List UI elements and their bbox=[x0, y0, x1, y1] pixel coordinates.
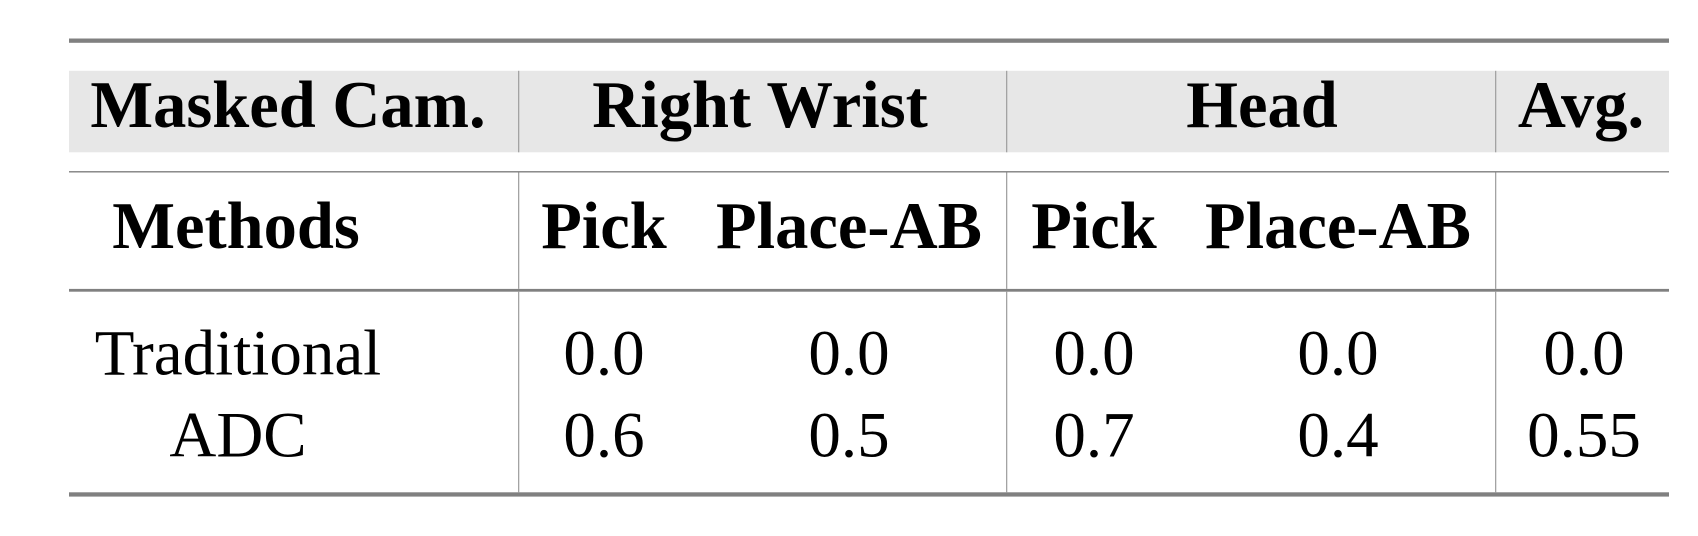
svg-text:0.0: 0.0 bbox=[1543, 317, 1624, 389]
svg-text:0.6: 0.6 bbox=[563, 400, 644, 472]
svg-text:Methods: Methods bbox=[112, 190, 360, 263]
svg-text:0.0: 0.0 bbox=[563, 317, 644, 389]
svg-text:Masked Cam.: Masked Cam. bbox=[90, 69, 485, 142]
svg-text:0.5: 0.5 bbox=[808, 400, 889, 472]
svg-text:0.0: 0.0 bbox=[1053, 317, 1134, 389]
svg-text:ADC: ADC bbox=[169, 400, 306, 472]
svg-text:Traditional: Traditional bbox=[95, 317, 382, 389]
svg-text:0.55: 0.55 bbox=[1527, 400, 1641, 472]
svg-text:Place-AB: Place-AB bbox=[716, 190, 982, 263]
svg-text:Pick: Pick bbox=[1031, 190, 1157, 263]
svg-text:Avg.: Avg. bbox=[1518, 69, 1644, 142]
svg-text:Place-AB: Place-AB bbox=[1205, 190, 1471, 263]
svg-text:Pick: Pick bbox=[541, 190, 667, 263]
svg-text:0.0: 0.0 bbox=[808, 317, 889, 389]
svg-text:0.0: 0.0 bbox=[1297, 317, 1378, 389]
svg-text:Right Wrist: Right Wrist bbox=[592, 69, 928, 142]
svg-text:Head: Head bbox=[1186, 69, 1337, 142]
svg-text:0.7: 0.7 bbox=[1053, 400, 1134, 472]
svg-text:0.4: 0.4 bbox=[1297, 400, 1378, 472]
